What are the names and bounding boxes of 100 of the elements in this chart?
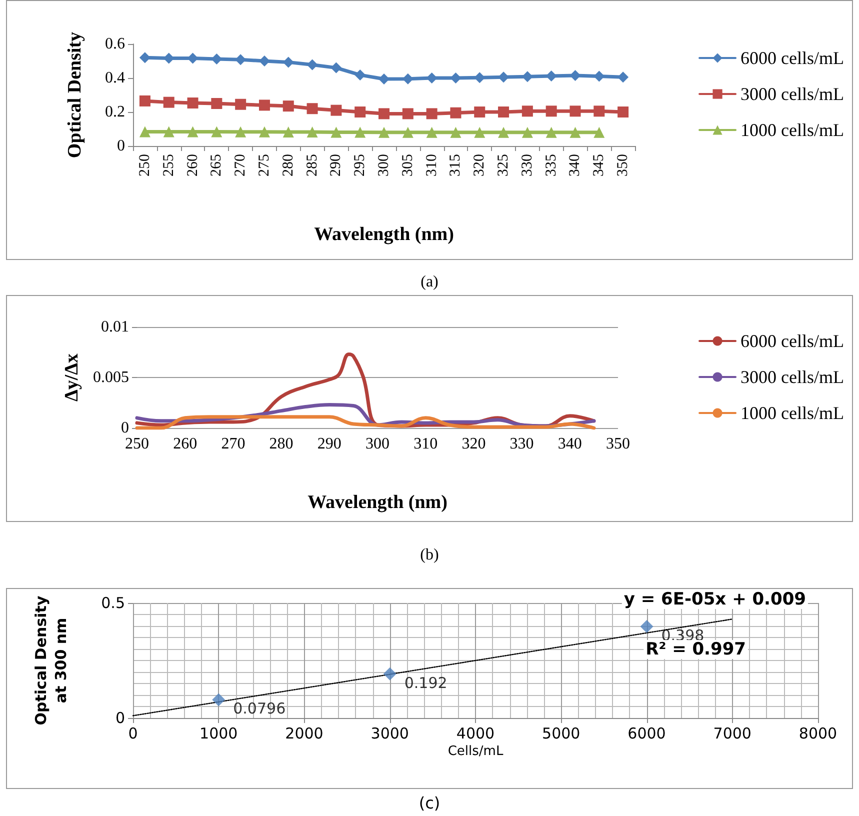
- point: [282, 56, 294, 68]
- point: [474, 126, 486, 138]
- x-tick-label: 290: [328, 154, 344, 176]
- x-tick-label: 300: [376, 154, 392, 176]
- x-tick-label: 260: [184, 154, 201, 176]
- x-tick-label: 345: [591, 154, 608, 176]
- y-tick-label: 0.2: [105, 104, 125, 120]
- x-tick-label: 350: [615, 154, 632, 176]
- x-tick-label: 310: [414, 436, 438, 452]
- y-axis-title: Optical Density: [64, 31, 86, 158]
- point: [306, 126, 318, 138]
- data-label: 0.0796: [233, 700, 286, 718]
- x-tick-label: 320: [462, 436, 486, 452]
- x-tick-label: 340: [567, 154, 584, 176]
- y-tick-label: 0: [117, 138, 125, 154]
- point: [139, 126, 150, 138]
- point: [570, 106, 581, 117]
- point: [330, 104, 342, 116]
- x-tick-label: 350: [606, 436, 630, 452]
- point: [306, 59, 318, 70]
- point: [450, 107, 462, 118]
- x-tick-label: 285: [304, 154, 320, 176]
- annotation: y = 6E-05x + 0.009: [624, 590, 806, 610]
- point: [258, 126, 270, 138]
- point: [546, 70, 557, 82]
- point: [211, 126, 222, 138]
- point: [640, 620, 654, 633]
- point: [235, 54, 246, 66]
- x-tick-label: 3000: [370, 724, 409, 742]
- point: [522, 126, 533, 138]
- point: [235, 126, 246, 138]
- point: [354, 126, 366, 138]
- point: [330, 62, 342, 74]
- point: [450, 126, 462, 138]
- data-label: 0.192: [404, 674, 448, 692]
- point: [594, 70, 605, 82]
- point: [211, 98, 222, 109]
- x-tick-label: 260: [173, 436, 198, 452]
- point: [426, 108, 438, 120]
- point: [378, 74, 390, 85]
- x-tick-label: 305: [400, 154, 416, 176]
- point: [383, 667, 396, 680]
- x-tick-label: 320: [472, 154, 488, 176]
- point: [474, 106, 486, 118]
- x-tick-label: 7000: [713, 724, 752, 742]
- x-tick-label: 300: [366, 436, 390, 452]
- x-tick-label: 2000: [285, 724, 324, 742]
- point: [139, 95, 150, 106]
- x-tick-label: 290: [317, 436, 342, 452]
- point: [211, 53, 222, 64]
- x-tick-label: 280: [269, 436, 294, 452]
- point: [426, 126, 438, 138]
- y-tick-label: 0.4: [105, 70, 125, 86]
- legend-label: 1000 cells/mL: [740, 120, 844, 140]
- y-tick-label: 0: [121, 420, 129, 436]
- point: [354, 106, 366, 118]
- x-tick-label: 255: [160, 154, 177, 176]
- point: [402, 73, 414, 84]
- x-tick-label: 1000: [200, 724, 238, 742]
- x-tick-label: 6000: [628, 724, 666, 742]
- point: [212, 693, 226, 706]
- y-tick-label: 0.6: [105, 36, 125, 52]
- x-axis-title: Cells/mL: [448, 744, 504, 759]
- x-tick-label: 270: [232, 154, 249, 176]
- point: [498, 106, 510, 118]
- point: [402, 126, 414, 138]
- x-axis-title: Wavelength (nm): [314, 224, 454, 245]
- x-tick-label: 8000: [798, 724, 838, 742]
- point: [426, 72, 438, 84]
- x-axis-title: Wavelength (nm): [308, 492, 448, 513]
- point: [187, 126, 198, 138]
- point: [618, 72, 629, 83]
- point: [450, 72, 462, 84]
- point: [139, 52, 150, 64]
- y-axis-title: Δy/Δx: [62, 352, 83, 402]
- text: (b): [420, 546, 439, 564]
- annotation: R² = 0.997: [646, 640, 746, 660]
- text: (c): [418, 794, 440, 812]
- point: [378, 126, 390, 138]
- x-tick-label: 265: [208, 154, 225, 176]
- point: [282, 100, 294, 112]
- point: [258, 100, 270, 111]
- y-axis-title: Optical Density at 300 nm: [32, 596, 70, 726]
- x-tick-label: 325: [496, 154, 512, 176]
- legend-label: 3000 cells/mL: [740, 84, 844, 104]
- x-tick-label: 275: [256, 154, 272, 176]
- point: [354, 69, 366, 80]
- point: [282, 126, 294, 138]
- x-tick-label: 280: [280, 154, 296, 176]
- text: (a): [420, 274, 438, 290]
- x-tick-label: 330: [510, 436, 534, 452]
- y-tick-label: 0.01: [101, 318, 129, 336]
- point: [594, 106, 605, 117]
- legend-label: 6000 cells/mL: [740, 331, 844, 351]
- y-tick-label: 0.5: [101, 594, 125, 612]
- point: [594, 126, 605, 138]
- x-tick-label: 270: [221, 436, 246, 452]
- line-series: [135, 415, 596, 430]
- point: [163, 96, 174, 108]
- point: [187, 97, 198, 108]
